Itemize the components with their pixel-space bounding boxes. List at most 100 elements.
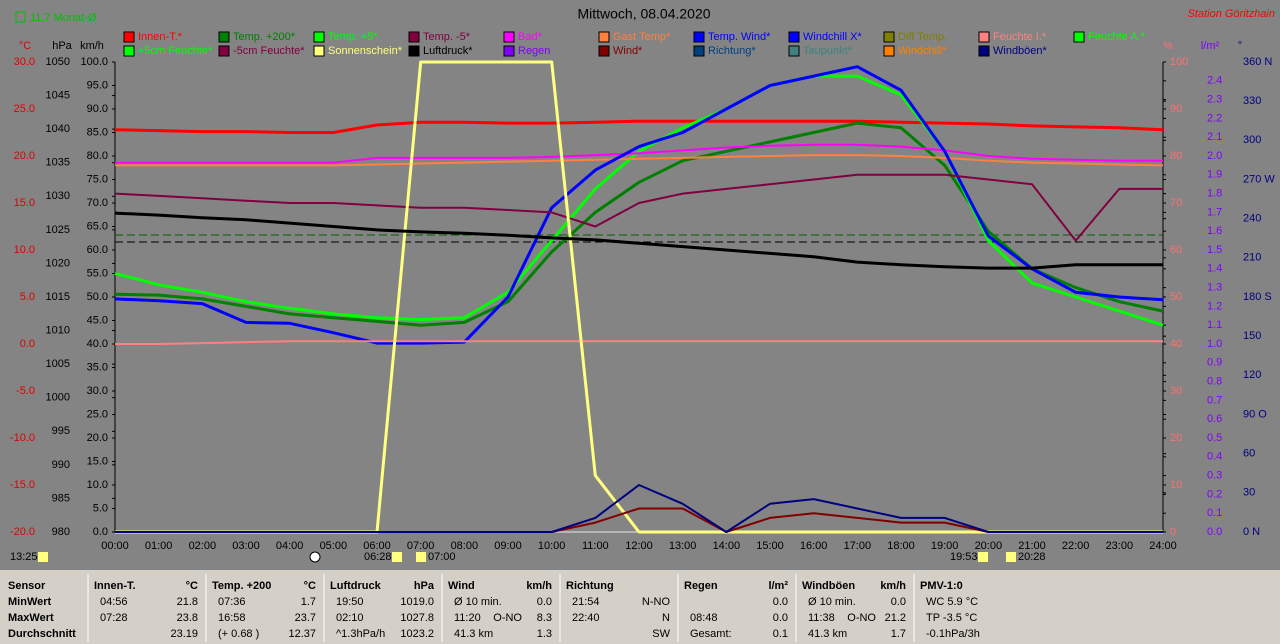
y-tick-label: 300 [1243, 134, 1261, 146]
y-tick-label: 330 [1243, 95, 1261, 107]
stats-header: Temp. +200 [212, 580, 271, 592]
legend-swatch [503, 45, 515, 57]
y-tick-label: 1.9 [1207, 169, 1222, 181]
y-tick-label: 0.3 [1207, 470, 1222, 482]
legend-swatch [978, 45, 990, 57]
month-average: 11.7 Monat-Ø [30, 12, 97, 24]
stats-unit: °C [186, 580, 198, 592]
x-tick-label: 06:00 [363, 540, 391, 552]
series-line [115, 484, 1163, 533]
stats-header: PMV-1:0 [920, 580, 963, 592]
x-tick-label: 16:00 [800, 540, 828, 552]
series-line [115, 154, 1164, 167]
y-tick-label: 1035 [46, 157, 70, 169]
x-tick-label: 22:00 [1062, 540, 1090, 552]
stats-cell: 41.3 km [808, 628, 847, 640]
y-tick-label: 35.0 [87, 361, 108, 373]
y-tick-label: 0.0 [1207, 526, 1222, 538]
x-tick-label: 02:00 [189, 540, 217, 552]
stats-cell: TP -3.5 °C [926, 612, 977, 624]
series-line [114, 211, 1163, 270]
y-tick-label: 100 [1170, 56, 1188, 68]
y-tick-label: 100.0 [80, 56, 108, 68]
axis-unit: km/h [80, 40, 104, 52]
y-tick-label: 1.2 [1207, 300, 1222, 312]
y-tick-label: 1020 [46, 257, 70, 269]
legend-swatch [218, 31, 230, 43]
legend-swatch [408, 45, 420, 57]
x-tick-label: 15:00 [756, 540, 784, 552]
legend-swatch [883, 45, 895, 57]
y-tick-label: -5.0 [16, 385, 35, 397]
y-tick-label: 45.0 [87, 314, 108, 326]
legend-label: Temp. +5* [328, 31, 379, 43]
y-tick-label: 1.5 [1207, 244, 1222, 256]
legend-label: Temp. +200* [233, 31, 296, 43]
stats-cell: 11:20 [454, 612, 481, 624]
y-tick-label: 20.0 [14, 150, 35, 162]
y-tick-label: 0.5 [1207, 432, 1222, 444]
y-tick-label: 10 [1170, 479, 1182, 491]
stats-cell: 1.3 [537, 628, 552, 640]
legend-swatch [598, 31, 610, 43]
y-tick-label: 120 [1243, 369, 1261, 381]
y-tick-label: 1.4 [1207, 263, 1222, 275]
y-tick-label: 1010 [46, 324, 70, 336]
legend-swatch [1073, 31, 1085, 43]
month-icon [15, 11, 26, 23]
y-tick-label: 60 [1243, 448, 1255, 460]
y-tick-label: 240 [1243, 213, 1261, 225]
y-tick-label: 30.0 [87, 385, 108, 397]
x-tick-label: 10:00 [538, 540, 566, 552]
x-tick-label: 07:00 [407, 540, 435, 552]
y-tick-label: -15.0 [10, 479, 35, 491]
y-tick-label: 25.0 [87, 408, 108, 420]
legend-label: Taupunkt* [803, 45, 853, 57]
time-marker: 06:28 [364, 551, 392, 563]
y-tick-label: 1.0 [1207, 338, 1222, 350]
stats-cell: 19:50 [336, 596, 364, 608]
stats-cell: 41.3 km [454, 628, 493, 640]
stats-header: Innen-T. [94, 580, 136, 592]
series-line [114, 119, 1164, 134]
stats-cell: 12.37 [288, 628, 316, 640]
y-tick-label: 0.6 [1207, 413, 1222, 425]
y-tick-label: 1015 [46, 291, 70, 303]
legend-swatch [788, 45, 800, 57]
y-tick-label: 10.0 [14, 244, 35, 256]
y-tick-label: 70.0 [87, 197, 108, 209]
x-tick-label: 05:00 [320, 540, 348, 552]
stats-cell: 02:10 [336, 612, 364, 624]
legend-label: Feuchte I.* [993, 31, 1047, 43]
stats-cell: 22:40 [572, 612, 600, 624]
stats-cell: 0.0 [891, 596, 906, 608]
y-tick-label: 210 [1243, 252, 1261, 264]
y-tick-label: 75.0 [87, 173, 108, 185]
y-tick-label: 1050 [46, 56, 70, 68]
y-tick-label: 65.0 [87, 220, 108, 232]
stats-header: Richtung [566, 580, 614, 592]
series-line [114, 65, 1164, 345]
stats-cell: Gesamt: [690, 628, 732, 640]
stats-header: Regen [684, 580, 718, 592]
x-tick-label: 21:00 [1018, 540, 1046, 552]
y-tick-label: 0 N [1243, 526, 1260, 538]
y-tick-label: 25.0 [14, 103, 35, 115]
x-tick-label: 14:00 [713, 540, 741, 552]
stats-cell: 0.0 [537, 596, 552, 608]
x-tick-label: 19:00 [931, 540, 959, 552]
stats-cell: MaxWert [8, 612, 54, 624]
y-tick-label: 1045 [46, 89, 70, 101]
stats-cell: MinWert [8, 596, 52, 608]
stats-cell: O-NO [847, 612, 876, 624]
legend-label: Windchill* [898, 45, 947, 57]
legend-label: Regen [518, 45, 550, 57]
y-tick-label: 55.0 [87, 267, 108, 279]
y-tick-label: 0.1 [1207, 507, 1222, 519]
y-tick-label: 360 N [1243, 56, 1272, 68]
legend-label: Diff Temp. [898, 31, 947, 43]
sun-icon [309, 551, 321, 563]
y-tick-label: 1.3 [1207, 282, 1222, 294]
legend-swatch [978, 31, 990, 43]
time-marker: 20:28 [1018, 551, 1046, 563]
